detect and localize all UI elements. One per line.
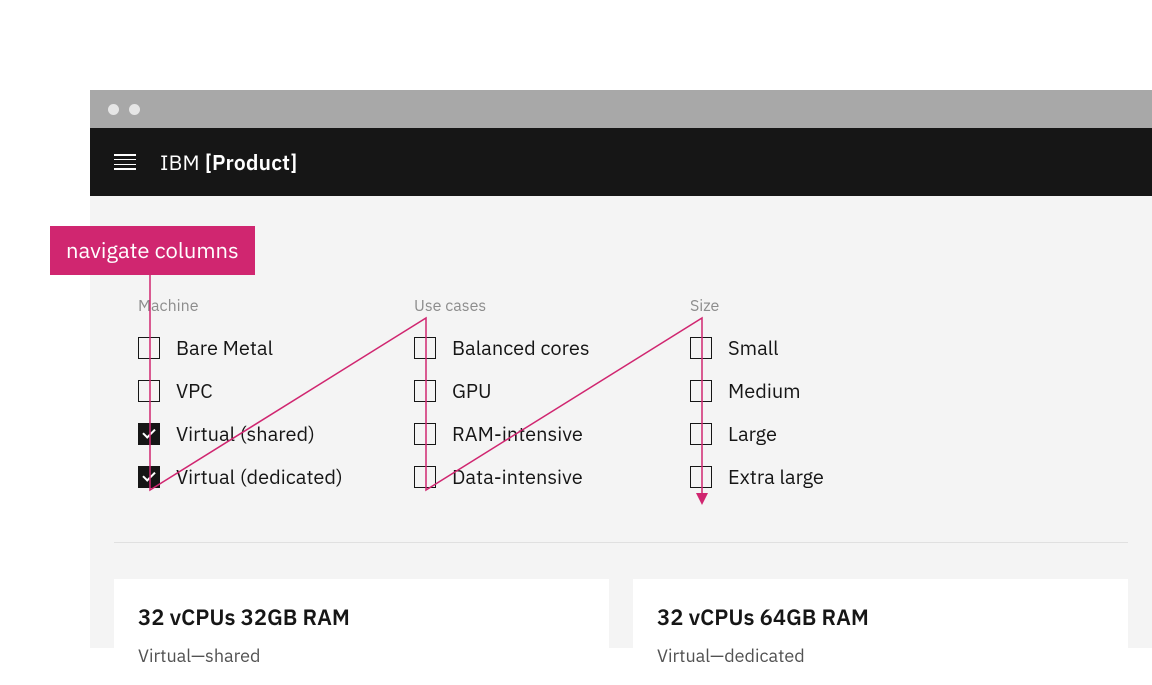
brand-title: IBM [Product] [160, 148, 297, 176]
checkbox-icon[interactable] [414, 337, 436, 359]
annotation-label: navigate columns [50, 226, 255, 275]
app-header: IBM [Product] [90, 128, 1152, 196]
window-titlebar [90, 90, 1152, 128]
checkbox-icon[interactable] [690, 380, 712, 402]
option-label: Virtual (shared) [176, 420, 315, 447]
option-label: Large [728, 420, 777, 447]
column-header: Machine [138, 296, 414, 316]
option-label: Virtual (dedicated) [176, 463, 343, 490]
option-balanced-cores[interactable]: Balanced cores [414, 334, 690, 361]
card-title: 32 vCPUs 32GB RAM [138, 603, 585, 632]
column-header: Size [690, 296, 966, 316]
checkbox-icon[interactable] [690, 466, 712, 488]
option-medium[interactable]: Medium [690, 377, 966, 404]
option-gpu[interactable]: GPU [414, 377, 690, 404]
window-dot [129, 104, 140, 115]
result-card[interactable]: 32 vCPUs 64GB RAM Virtual—dedicated [633, 579, 1128, 685]
option-small[interactable]: Small [690, 334, 966, 361]
option-label: Medium [728, 377, 801, 404]
option-vpc[interactable]: VPC [138, 377, 414, 404]
menu-icon[interactable] [114, 154, 136, 170]
option-ram-intensive[interactable]: RAM-intensive [414, 420, 690, 447]
result-card[interactable]: 32 vCPUs 32GB RAM Virtual—shared [114, 579, 609, 685]
checkbox-icon[interactable] [414, 380, 436, 402]
option-label: VPC [176, 377, 213, 404]
card-title: 32 vCPUs 64GB RAM [657, 603, 1104, 632]
filter-columns: Machine Bare Metal VPC Virtual (shared) … [114, 196, 1128, 506]
option-large[interactable]: Large [690, 420, 966, 447]
brand-light: IBM [160, 148, 205, 176]
option-extra-large[interactable]: Extra large [690, 463, 966, 490]
column-header: Use cases [414, 296, 690, 316]
checkbox-icon[interactable] [414, 423, 436, 445]
option-label: Small [728, 334, 779, 361]
checkbox-icon[interactable] [414, 466, 436, 488]
card-subtitle: Virtual—dedicated [657, 644, 1104, 667]
card-subtitle: Virtual—shared [138, 644, 585, 667]
option-label: Bare Metal [176, 334, 273, 361]
column-use-cases: Use cases Balanced cores GPU RAM-intensi… [414, 296, 690, 506]
section-divider [114, 542, 1128, 543]
column-size: Size Small Medium Large Extra large [690, 296, 966, 506]
option-virtual-dedicated[interactable]: Virtual (dedicated) [138, 463, 414, 490]
option-label: Extra large [728, 463, 824, 490]
column-machine: Machine Bare Metal VPC Virtual (shared) … [138, 296, 414, 506]
option-virtual-shared[interactable]: Virtual (shared) [138, 420, 414, 447]
option-label: Data-intensive [452, 463, 583, 490]
checkbox-icon[interactable] [690, 423, 712, 445]
brand-bold: [Product] [205, 148, 298, 176]
option-label: Balanced cores [452, 334, 590, 361]
app-window: IBM [Product] Machine Bare Metal VPC Vir… [90, 90, 1152, 648]
option-label: RAM-intensive [452, 420, 583, 447]
option-data-intensive[interactable]: Data-intensive [414, 463, 690, 490]
checkbox-icon[interactable] [138, 423, 160, 445]
checkbox-icon[interactable] [138, 380, 160, 402]
option-label: GPU [452, 377, 492, 404]
checkbox-icon[interactable] [138, 466, 160, 488]
result-cards: 32 vCPUs 32GB RAM Virtual—shared 32 vCPU… [114, 579, 1128, 685]
checkbox-icon[interactable] [690, 337, 712, 359]
option-bare-metal[interactable]: Bare Metal [138, 334, 414, 361]
checkbox-icon[interactable] [138, 337, 160, 359]
window-dot [108, 104, 119, 115]
